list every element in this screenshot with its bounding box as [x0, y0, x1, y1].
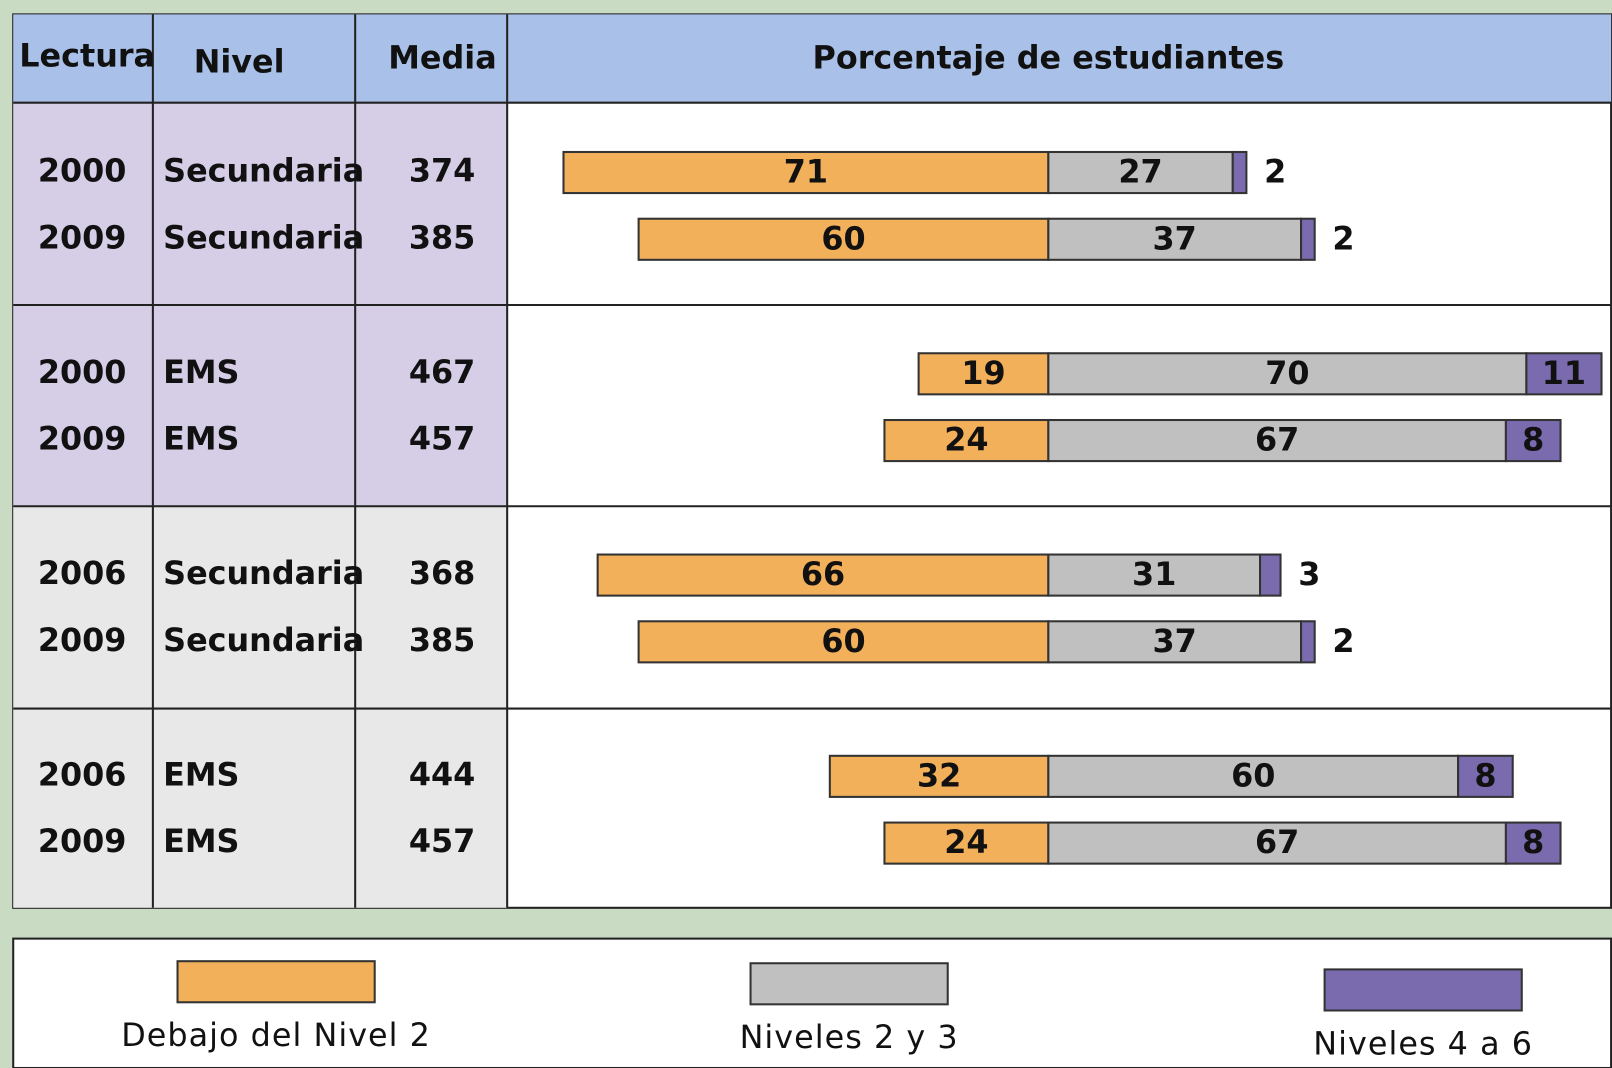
media-cell: 368: [409, 554, 475, 592]
bar-segment: [1047, 418, 1507, 463]
bar-label: 31: [1132, 555, 1176, 593]
bar-label: 2: [1332, 622, 1354, 660]
bar-label: 2: [1332, 219, 1354, 257]
legend-label: Niveles 2 y 3: [740, 1018, 959, 1056]
bar-label: 11: [1542, 354, 1586, 392]
nivel-cell: EMS: [163, 420, 239, 458]
lectura-cell: 2000: [38, 152, 127, 190]
legend-label: Niveles 4 a 6: [1313, 1024, 1533, 1062]
lectura-cell: 2009: [38, 822, 127, 860]
nivel-cell: Secundaria: [163, 554, 364, 592]
bar-label: 70: [1265, 354, 1309, 392]
legend-swatch: [1323, 968, 1523, 1012]
bar-label: 24: [944, 421, 988, 459]
bar-label: 8: [1474, 756, 1496, 794]
bar-label: 19: [961, 354, 1005, 392]
media-cell: 385: [409, 218, 475, 256]
bar-segment: [562, 150, 1050, 195]
legend-swatch: [176, 960, 376, 1004]
bar-segment: [1259, 553, 1282, 597]
bar-label: 27: [1118, 153, 1162, 191]
column-header: Lectura: [19, 37, 155, 75]
media-cell: 444: [409, 755, 475, 793]
media-cell: 385: [409, 621, 475, 659]
nivel-cell: EMS: [163, 755, 239, 793]
bar-segment: [1525, 352, 1603, 396]
bar-label: 8: [1522, 421, 1544, 459]
bar-segment: [637, 620, 1050, 664]
lectura-cell: 2009: [38, 218, 127, 256]
media-cell: 457: [409, 822, 475, 860]
bar-label: 67: [1255, 823, 1299, 861]
bar-segment: [1047, 821, 1507, 865]
bar-label: 60: [1231, 756, 1275, 794]
nivel-cell: EMS: [163, 822, 239, 860]
bar-segment: [1504, 418, 1562, 463]
bar-segment: [1300, 217, 1316, 261]
lectura-cell: 2009: [38, 420, 127, 458]
bar-label: 8: [1522, 823, 1544, 861]
bar-label: 24: [944, 823, 988, 861]
nivel-cell: Secundaria: [163, 621, 364, 659]
bar-label: 71: [784, 153, 828, 191]
lectura-cell: 2006: [38, 554, 127, 592]
bar-segment: [1047, 754, 1460, 798]
nivel-cell: Secundaria: [163, 152, 364, 190]
bar-label: 66: [801, 555, 845, 593]
bar-label: 32: [917, 756, 961, 794]
lectura-cell: 2009: [38, 621, 127, 659]
bar-segment: [917, 352, 1050, 396]
table-lines: [13, 14, 1612, 908]
bar-segment: [1300, 620, 1316, 664]
bar-label: 3: [1298, 555, 1320, 593]
bar-segment: [1457, 754, 1514, 798]
legend-swatch: [749, 962, 949, 1006]
bar-segment: [828, 754, 1050, 798]
lectura-cell: 2006: [38, 755, 127, 793]
media-cell: 457: [409, 420, 475, 458]
media-cell: 467: [409, 353, 475, 391]
lectura-cell: 2000: [38, 353, 127, 391]
nivel-cell: Secundaria: [163, 218, 364, 256]
bar-label: 2: [1264, 153, 1286, 191]
column-header: Porcentaje de estudiantes: [813, 39, 1285, 77]
header-bg: [13, 14, 1612, 103]
bar-segment: [883, 821, 1050, 865]
bar-segment: [1047, 150, 1234, 195]
legend-label: Debajo del Nivel 2: [121, 1016, 431, 1054]
column-header: Nivel: [194, 43, 285, 81]
bar-label: 37: [1153, 219, 1197, 257]
bar-segment: [1231, 150, 1248, 195]
bar-segment: [1047, 553, 1262, 597]
column-header: Media: [388, 39, 496, 77]
media-cell: 374: [409, 152, 475, 190]
nivel-cell: EMS: [163, 353, 239, 391]
bar-label: 67: [1255, 421, 1299, 459]
bar-label: 60: [821, 219, 865, 257]
bar-label: 60: [821, 622, 865, 660]
bar-label: 37: [1153, 622, 1197, 660]
group-bg: [13, 506, 508, 908]
bar-segment: [1504, 821, 1562, 865]
